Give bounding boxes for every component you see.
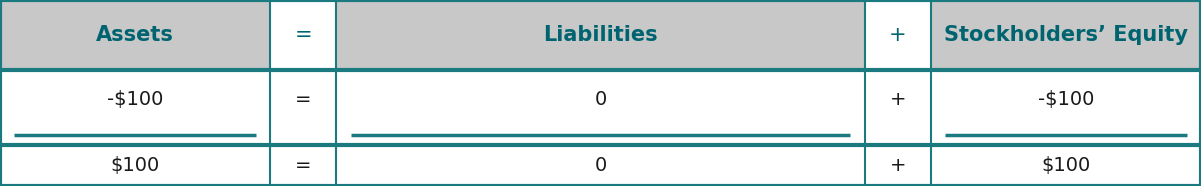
- Bar: [336, 0, 865, 70]
- Text: Assets: Assets: [96, 25, 174, 45]
- Text: +: +: [890, 156, 906, 175]
- Text: =: =: [295, 90, 311, 110]
- Text: -$100: -$100: [1038, 90, 1094, 110]
- Text: =: =: [294, 25, 312, 45]
- Text: -$100: -$100: [107, 90, 163, 110]
- Text: $100: $100: [110, 156, 160, 175]
- Bar: [931, 0, 1201, 70]
- Bar: [865, 0, 931, 70]
- Text: +: +: [890, 90, 906, 110]
- Text: =: =: [295, 156, 311, 175]
- Bar: [0, 0, 270, 70]
- Bar: [0, 70, 1201, 186]
- Text: $100: $100: [1041, 156, 1091, 175]
- Text: 0: 0: [594, 156, 607, 175]
- Text: 0: 0: [594, 90, 607, 110]
- Text: +: +: [889, 25, 907, 45]
- Text: Stockholders’ Equity: Stockholders’ Equity: [944, 25, 1188, 45]
- Text: Liabilities: Liabilities: [543, 25, 658, 45]
- Bar: [270, 0, 336, 70]
